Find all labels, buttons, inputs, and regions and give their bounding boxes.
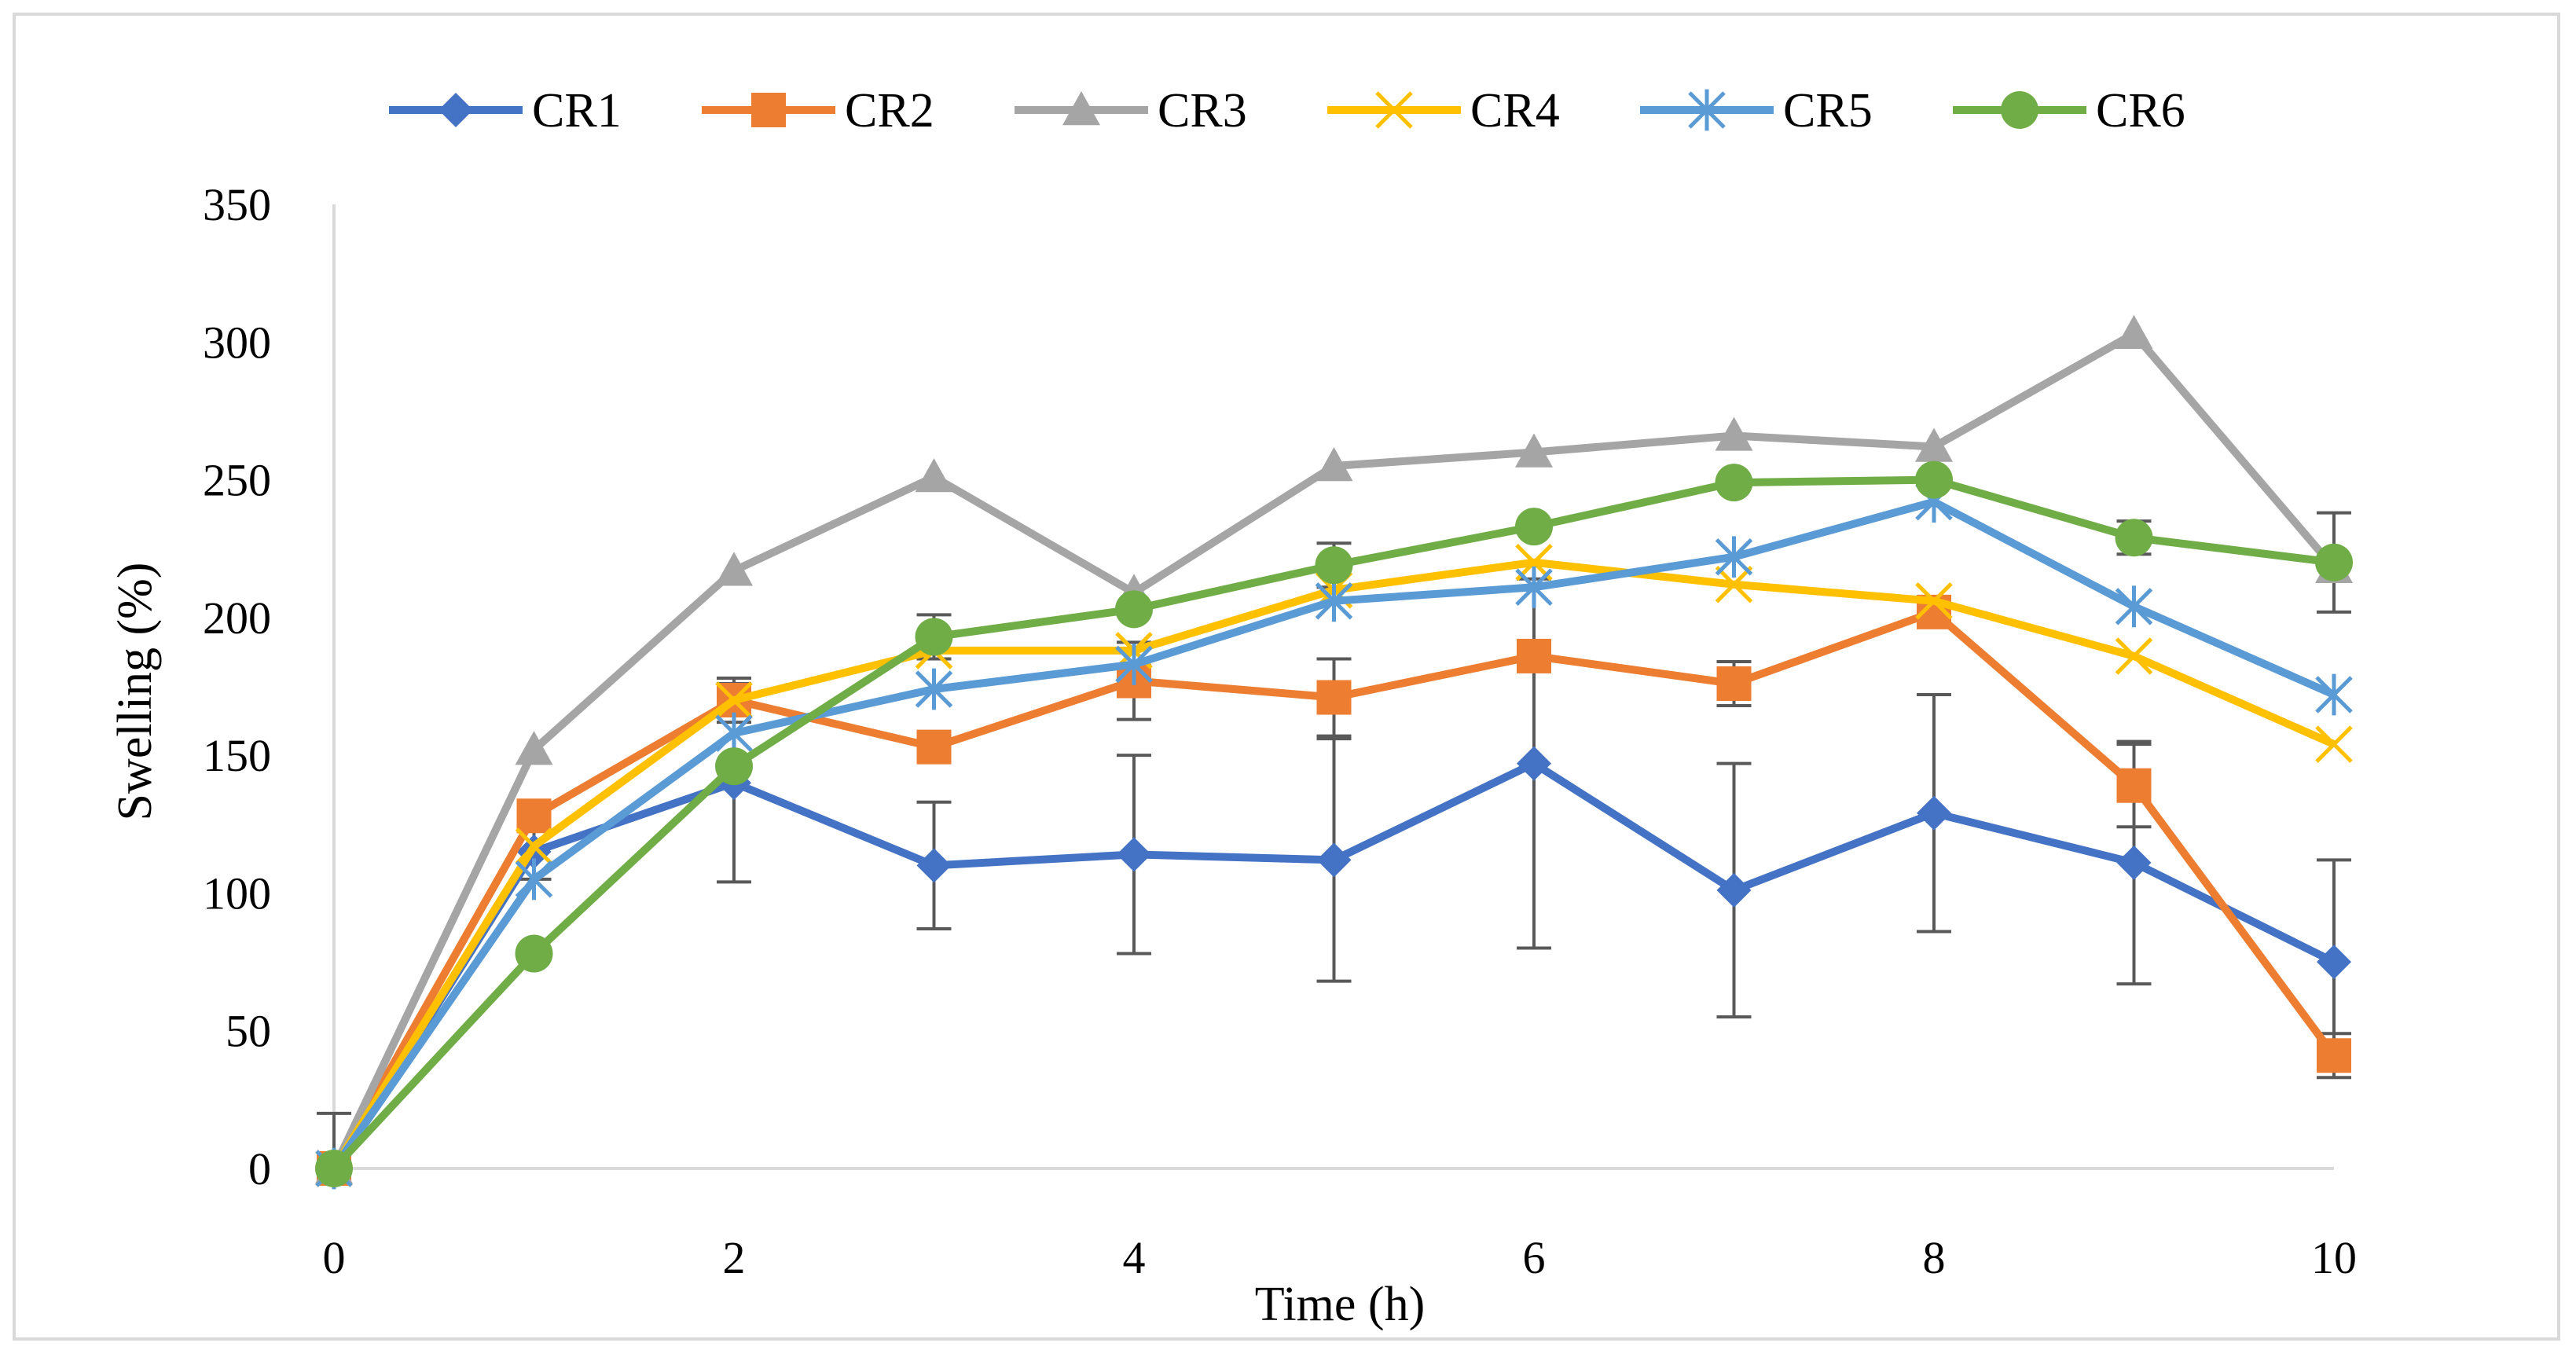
data-point-cr4 bbox=[1715, 566, 1753, 603]
legend-marker-cr2 bbox=[751, 93, 786, 127]
data-point-cr1 bbox=[2116, 845, 2152, 880]
legend-label-cr1: CR1 bbox=[532, 84, 622, 138]
data-point-cr2 bbox=[1716, 666, 1752, 701]
y-axis-title: Swelling (%) bbox=[108, 563, 162, 821]
y-tick-label: 50 bbox=[226, 1006, 271, 1057]
legend-label-cr2: CR2 bbox=[845, 84, 934, 138]
y-tick-label: 350 bbox=[203, 179, 271, 230]
legend-label-cr5: CR5 bbox=[1783, 84, 1873, 138]
data-point-cr3 bbox=[1915, 427, 1953, 462]
data-point-cr1 bbox=[1316, 842, 1352, 878]
data-point-cr1 bbox=[2317, 945, 2351, 980]
data-point-cr5 bbox=[1515, 566, 1553, 608]
data-point-cr6 bbox=[715, 747, 753, 786]
y-tick-label: 300 bbox=[203, 317, 271, 368]
legend-marker-cr5 bbox=[1688, 89, 1726, 131]
data-point-cr4 bbox=[515, 827, 553, 865]
data-point-cr5 bbox=[1315, 580, 1353, 622]
x-tick-label: 10 bbox=[2311, 1232, 2357, 1283]
legend-marker-cr1 bbox=[439, 93, 473, 127]
data-point-cr6 bbox=[1715, 464, 1753, 502]
legend-label-cr6: CR6 bbox=[2096, 84, 2185, 138]
data-point-cr6 bbox=[315, 1150, 353, 1187]
data-point-cr4 bbox=[715, 681, 753, 719]
y-tick-label: 0 bbox=[248, 1143, 271, 1194]
data-point-cr2 bbox=[1517, 638, 1551, 673]
data-point-cr1 bbox=[1117, 837, 1151, 872]
y-tick-label: 200 bbox=[203, 592, 271, 644]
legend-marker-cr3 bbox=[1062, 91, 1100, 126]
legend-item-cr2: CR2 bbox=[702, 84, 934, 138]
legend-item-cr4: CR4 bbox=[1327, 84, 1560, 138]
legend-marker-cr6 bbox=[2001, 91, 2038, 129]
data-point-cr4 bbox=[2315, 725, 2353, 763]
data-point-cr2 bbox=[2317, 1038, 2351, 1073]
data-point-cr2 bbox=[1316, 680, 1352, 715]
marker-stroke bbox=[715, 681, 753, 719]
data-point-cr5 bbox=[2115, 585, 2153, 628]
data-point-cr6 bbox=[2115, 519, 2153, 557]
legend-marker-cr4 bbox=[1375, 91, 1413, 129]
data-point-cr1 bbox=[916, 848, 952, 883]
x-tick-label: 2 bbox=[723, 1232, 746, 1283]
data-point-cr6 bbox=[2315, 543, 2353, 581]
legend-item-cr6: CR6 bbox=[1953, 84, 2185, 138]
data-point-cr6 bbox=[1315, 546, 1353, 585]
data-point-cr1 bbox=[1517, 746, 1551, 781]
marker-stroke bbox=[1715, 566, 1753, 603]
data-point-cr3 bbox=[715, 552, 753, 586]
series-lines bbox=[315, 314, 2353, 1190]
x-tick-label: 6 bbox=[1523, 1232, 1546, 1283]
marker-stroke bbox=[1375, 91, 1413, 129]
data-point-cr3 bbox=[1315, 447, 1353, 482]
marker-stroke bbox=[2315, 725, 2353, 763]
data-point-cr2 bbox=[916, 729, 952, 765]
data-point-cr3 bbox=[515, 731, 553, 765]
data-point-cr4 bbox=[1915, 582, 1953, 620]
data-point-cr3 bbox=[1715, 416, 1753, 451]
data-point-cr2 bbox=[516, 798, 552, 834]
data-point-cr4 bbox=[2115, 637, 2153, 675]
x-tick-label: 4 bbox=[1123, 1232, 1146, 1283]
y-tick-label: 100 bbox=[203, 868, 271, 919]
data-point-cr5 bbox=[915, 668, 953, 710]
data-point-cr5 bbox=[2315, 673, 2353, 716]
data-point-cr6 bbox=[1115, 590, 1153, 629]
chart-frame bbox=[13, 13, 2560, 1341]
legend-item-cr1: CR1 bbox=[389, 84, 622, 138]
x-axis-title: Time (h) bbox=[1255, 1278, 1425, 1331]
data-point-cr5 bbox=[1715, 536, 1753, 578]
data-point-cr5 bbox=[715, 712, 753, 754]
x-tick-label: 0 bbox=[323, 1232, 346, 1283]
legend: CR1 CR2 CR3 CR4 CR5 CR6 bbox=[389, 84, 2185, 138]
marker-stroke bbox=[1915, 582, 1953, 620]
marker-stroke bbox=[2115, 637, 2153, 675]
data-point-cr6 bbox=[915, 618, 953, 656]
data-point-cr5 bbox=[1115, 644, 1153, 685]
legend-label-cr3: CR3 bbox=[1158, 84, 1247, 138]
data-point-cr3 bbox=[1515, 433, 1553, 468]
data-point-cr3 bbox=[915, 458, 953, 493]
data-point-cr5 bbox=[515, 858, 553, 901]
data-point-cr6 bbox=[1515, 508, 1553, 546]
data-point-cr6 bbox=[1915, 460, 1953, 499]
y-tick-label: 250 bbox=[203, 455, 271, 506]
legend-label-cr4: CR4 bbox=[1470, 84, 1560, 138]
data-point-cr2 bbox=[2116, 768, 2152, 803]
legend-item-cr3: CR3 bbox=[1015, 84, 1247, 138]
legend-item-cr5: CR5 bbox=[1640, 84, 1873, 138]
x-tick-label: 8 bbox=[1923, 1232, 1946, 1283]
data-point-cr3 bbox=[2115, 314, 2153, 349]
axes: 0 50 100 150 200 250 300 350 0 2 4 6 8 10 bbox=[203, 179, 2357, 1283]
series-cr6 bbox=[315, 460, 2353, 1187]
data-point-cr1 bbox=[1917, 795, 1951, 831]
marker-stroke bbox=[515, 827, 553, 865]
data-point-cr6 bbox=[515, 934, 553, 973]
y-tick-label: 150 bbox=[203, 730, 271, 781]
data-point-cr1 bbox=[1716, 872, 1752, 908]
